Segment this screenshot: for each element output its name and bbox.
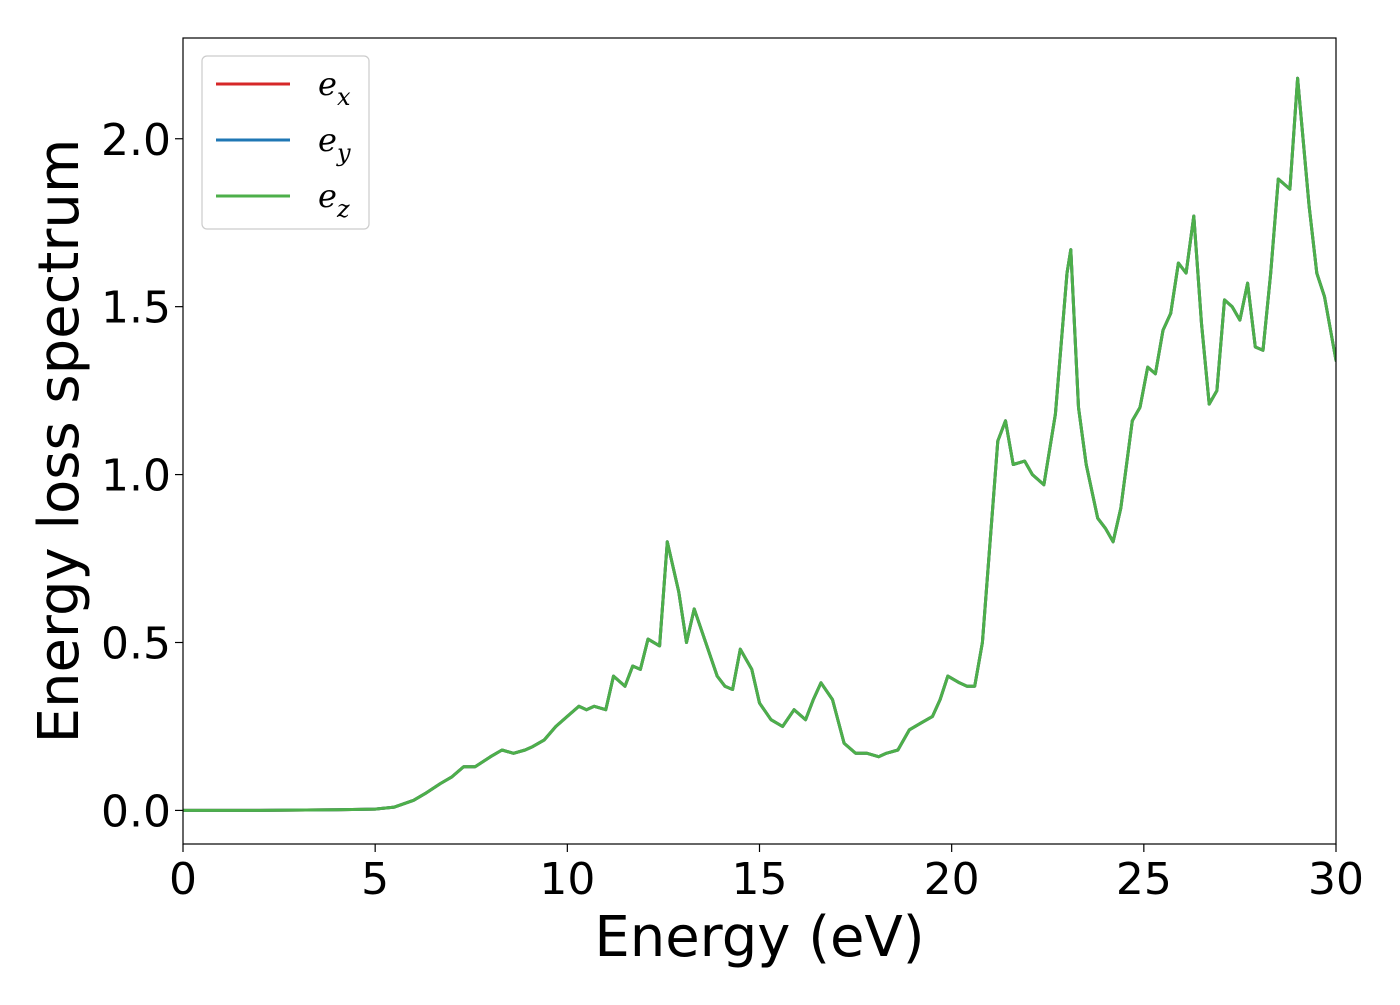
y-tick-label: 1.5: [101, 283, 171, 334]
y-tick-label: 1.0: [101, 451, 171, 502]
legend-label-x: ex: [318, 65, 351, 111]
x-tick-label: 30: [1308, 854, 1364, 905]
series-line-e-z: [183, 76, 1336, 812]
x-axis-ticks: 0 5 10 15 20 25 30: [169, 844, 1364, 905]
y-tick-label: 0.5: [101, 619, 171, 670]
x-axis-label: Energy (eV): [594, 905, 924, 970]
legend: ex ey ez: [201, 55, 370, 230]
y-axis-ticks: 0.0 0.5 1.0 1.5 2.0: [101, 115, 183, 837]
y-axis-label: Energy loss spectrum: [27, 139, 92, 744]
x-tick-label: 25: [1116, 854, 1172, 905]
x-tick-label: 10: [539, 854, 595, 905]
legend-box: [201, 55, 370, 230]
legend-label-z: ez: [318, 177, 350, 223]
x-tick-label: 0: [169, 854, 197, 905]
y-tick-label: 2.0: [101, 115, 171, 166]
x-tick-label: 15: [732, 854, 788, 905]
y-tick-label: 0.0: [101, 786, 171, 837]
x-tick-label: 5: [361, 854, 389, 905]
x-tick-label: 20: [924, 854, 980, 905]
legend-label-y: ey: [318, 121, 351, 167]
series-layer: [183, 76, 1336, 812]
